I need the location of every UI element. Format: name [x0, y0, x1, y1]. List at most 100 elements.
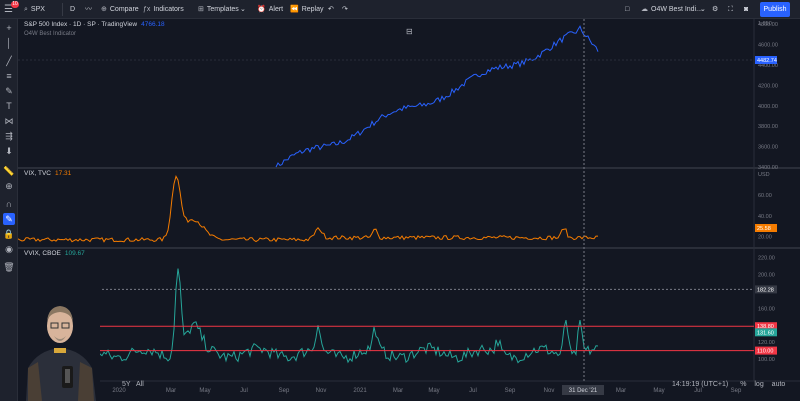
- symbol-label: SPX: [30, 6, 45, 13]
- layout-dropdown-icon[interactable]: ⌄: [700, 6, 706, 13]
- time-tick-label: Jul: [240, 388, 248, 394]
- trend-line-icon[interactable]: ╱: [6, 56, 12, 66]
- main-legend: S&P 500 Index · 1D · SP · TradingView 476…: [24, 21, 165, 28]
- price-tick-label: 1,850: [758, 21, 772, 27]
- camera-icon[interactable]: ◙: [744, 6, 749, 13]
- main-legend-value: 4766.18: [141, 21, 165, 28]
- vvix-price-badge-text: 131.60: [757, 330, 774, 336]
- chart-area[interactable]: 3400.00 3600.00 3800.00 4000.00 4200.00 4400.…: [18, 19, 800, 401]
- vvix-price-badge: [755, 328, 777, 337]
- time-tick-label: Sep: [279, 388, 290, 394]
- forecast-icon[interactable]: ⇶: [5, 131, 13, 141]
- templates-dropdown-icon[interactable]: ⌄: [240, 6, 246, 13]
- auto-toggle[interactable]: auto: [771, 381, 786, 388]
- price-tick-label: 220.00: [758, 255, 775, 261]
- symbol-search[interactable]: ⌕ SPX: [24, 3, 45, 16]
- price-tick-label: 3400.00: [758, 165, 778, 171]
- presenter-hair: [47, 306, 73, 322]
- menu-icon[interactable]: ☰: [4, 4, 13, 15]
- microphone-grille: [65, 369, 70, 383]
- layout-icon[interactable]: □: [625, 6, 630, 13]
- vvix-line[interactable]: [18, 268, 599, 364]
- time-tick-label: Nov: [316, 388, 327, 394]
- chart-canvas[interactable]: 3400.00 3600.00 3800.00 4000.00 4200.00 4400.…: [18, 19, 800, 401]
- glasses: [61, 322, 70, 329]
- level-badge-text: 110.00: [757, 349, 773, 355]
- undo-icon[interactable]: ↶: [328, 6, 334, 13]
- grid-icon: ⊞: [198, 6, 204, 13]
- interval-button[interactable]: D: [70, 6, 76, 13]
- publish-button[interactable]: Publish: [760, 2, 790, 17]
- settings-icon[interactable]: ⚙: [712, 6, 719, 13]
- fullscreen-icon[interactable]: ⛶: [728, 6, 733, 13]
- time-tick-label: 2020: [112, 388, 126, 394]
- spx-price-badge: [755, 56, 777, 64]
- eye-icon[interactable]: ◉: [5, 244, 13, 254]
- vix-line[interactable]: [18, 175, 598, 243]
- range-all-button[interactable]: All: [136, 381, 144, 388]
- object-tree-icon[interactable]: ⊟: [406, 27, 413, 36]
- time-tick-label: Mar: [393, 388, 403, 394]
- vix-legend-value: 17.31: [54, 170, 72, 177]
- indicators-button[interactable]: ƒx Indicators: [143, 3, 184, 16]
- cloud-icon: ☁: [641, 6, 648, 13]
- arrow-down-icon[interactable]: ⬇: [5, 146, 13, 156]
- price-tick-label: 4400.00: [758, 63, 778, 69]
- chart-style-icon[interactable]: 〰: [85, 6, 92, 13]
- presenter-webcam: [18, 288, 100, 401]
- replay-button[interactable]: ⏪ Replay: [290, 3, 324, 16]
- currency-label: USD: [758, 172, 770, 178]
- spx-price-badge-text: 4482.74: [757, 58, 777, 64]
- templates-label: Templates: [206, 6, 239, 13]
- main-legend-title: S&P 500 Index · 1D · SP · TradingView: [24, 21, 138, 28]
- level-badge-text: 138.80: [757, 324, 774, 330]
- compare-label: Compare: [109, 6, 139, 13]
- crosshair-price-badge: [755, 285, 777, 294]
- percent-toggle[interactable]: %: [740, 381, 747, 388]
- redo-icon[interactable]: ↷: [342, 6, 348, 13]
- layout-selector[interactable]: ☁ O4W Best Indi...: [641, 3, 702, 16]
- beard: [54, 336, 66, 341]
- jacket-pattern: [78, 362, 94, 401]
- crosshair-date-badge: [562, 385, 604, 395]
- ruler-icon[interactable]: 📏: [3, 166, 15, 176]
- bottom-right-controls: 14:19:19 (UTC+1) % log auto: [672, 381, 785, 388]
- time-tick-label: May: [653, 388, 664, 394]
- price-tick-label: 120.00: [758, 340, 775, 346]
- text-icon[interactable]: T: [6, 101, 12, 111]
- log-toggle[interactable]: log: [754, 381, 764, 388]
- zoom-icon[interactable]: ⊕: [5, 181, 13, 191]
- top-toolbar: ☰ 10 ⌕ SPX D 〰 ⊕ Compare ƒx Indicators ⊞ Tem…: [0, 0, 800, 19]
- jacket-pattern: [28, 362, 42, 401]
- time-tick-label: Jul: [469, 388, 477, 394]
- magnet-icon[interactable]: ∩: [5, 199, 13, 209]
- alarm-icon: ⏰: [257, 6, 266, 13]
- indicators-label: Indicators: [153, 6, 184, 13]
- time-tick-label: May: [428, 388, 439, 394]
- templates-button[interactable]: ⊞ Templates: [198, 3, 239, 16]
- spx-line[interactable]: [275, 25, 599, 168]
- brush-icon[interactable]: ✎: [5, 86, 13, 96]
- alert-button[interactable]: ⏰ Alert: [257, 3, 283, 16]
- compare-button[interactable]: ⊕ Compare: [101, 3, 139, 16]
- alert-label: Alert: [268, 6, 284, 13]
- crosshair-date-text: 31 Dec '21: [569, 388, 598, 394]
- cursor-icon[interactable]: │: [6, 38, 12, 48]
- vix-price-badge: [755, 224, 777, 232]
- glasses: [50, 322, 59, 329]
- divider: [62, 3, 63, 16]
- stay-drawing-icon[interactable]: ✎: [3, 213, 15, 225]
- layout-name: O4W Best Indi...: [651, 6, 702, 13]
- time-tick-label: Mar: [166, 388, 176, 394]
- vix-legend-title: VIX, TVC: [24, 170, 51, 177]
- level-badge: [755, 346, 777, 355]
- presenter-jacket: [26, 348, 96, 401]
- range-5y-button[interactable]: 5Y: [122, 381, 131, 388]
- trash-icon[interactable]: 🗑: [3, 262, 15, 272]
- crosshair-icon[interactable]: +: [6, 23, 12, 33]
- fib-icon[interactable]: ≡: [6, 71, 12, 81]
- time-tick-label: Sep: [505, 388, 516, 394]
- lock-icon[interactable]: 🔒: [3, 229, 15, 239]
- price-axis[interactable]: [754, 19, 800, 401]
- pattern-icon[interactable]: ⋈: [4, 116, 14, 126]
